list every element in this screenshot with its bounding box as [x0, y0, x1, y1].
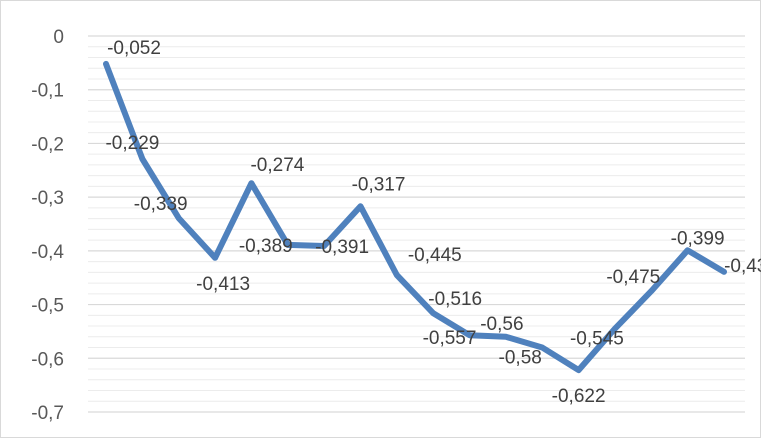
data-label: -0,317: [352, 174, 406, 195]
data-label: -0,339: [134, 194, 188, 215]
data-label: -0,56: [480, 314, 523, 335]
data-label: -0,445: [408, 245, 462, 266]
series-line: [103, 60, 727, 374]
data-label: -0,516: [428, 289, 482, 310]
y-tick-label: -0,2: [31, 134, 64, 155]
data-label: -0,389: [239, 236, 293, 257]
data-label: -0,439: [724, 256, 761, 277]
data-label: -0,622: [552, 386, 606, 407]
y-tick-label: -0,7: [31, 403, 64, 424]
data-label: -0,229: [105, 133, 159, 154]
y-tick-label: -0,4: [31, 242, 64, 263]
y-tick-label: -0,1: [31, 81, 64, 102]
data-label: -0,413: [196, 274, 250, 295]
data-label: -0,557: [423, 328, 477, 349]
gridlines: [88, 35, 745, 413]
data-label: -0,274: [250, 155, 304, 176]
y-axis-ticks: 0 -0,1 -0,2 -0,3 -0,4 -0,5 -0,6 -0,7: [31, 27, 64, 424]
y-tick-label: -0,6: [31, 349, 64, 370]
data-label: -0,58: [499, 348, 542, 369]
data-label: -0,545: [570, 329, 624, 350]
y-tick-label: -0,3: [31, 188, 64, 209]
data-label: -0,475: [606, 267, 660, 288]
y-tick-label: 0: [53, 27, 64, 48]
data-label: -0,052: [107, 38, 161, 59]
y-tick-label: -0,5: [31, 296, 64, 317]
series-line-group: [103, 60, 727, 374]
data-label: -0,399: [671, 228, 725, 249]
data-labels: -0,052 -0,229 -0,339 -0,413 -0,274 -0,389 -0,3…: [105, 38, 761, 407]
data-label: -0,391: [315, 237, 369, 258]
